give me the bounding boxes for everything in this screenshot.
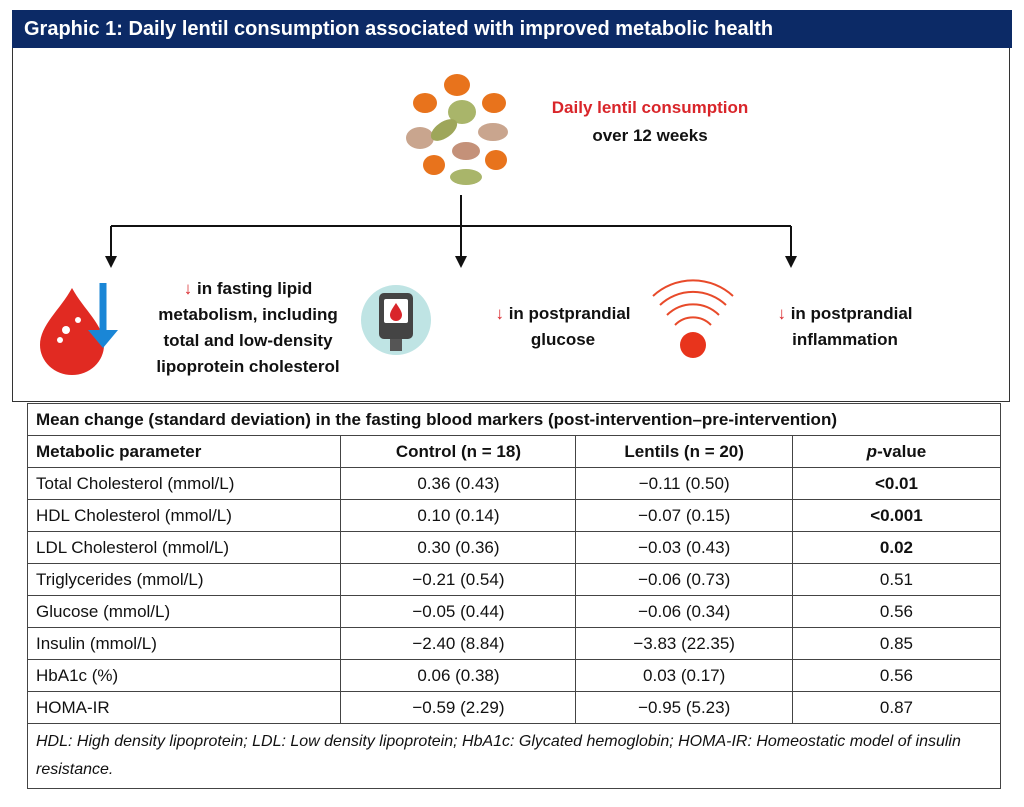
table-cell: 0.56 bbox=[791, 659, 1002, 692]
table-cell: <0.01 bbox=[791, 467, 1002, 500]
effect: ↓ in postprandial glucose bbox=[468, 301, 658, 353]
effect-text: in postprandial bbox=[508, 304, 631, 323]
effect-text: inflammation bbox=[792, 330, 898, 349]
arrowheads bbox=[105, 256, 797, 268]
effect-line: ↓ in postprandial bbox=[468, 301, 658, 327]
table-cell: HbA1c (%) bbox=[26, 659, 342, 692]
decrease-arrow: ↓ bbox=[777, 304, 786, 323]
effect: ↓ in postprandial inflammation bbox=[750, 301, 940, 353]
intervention-duration: over 12 weeks bbox=[592, 126, 708, 145]
header-row: Metabolic parameter Control (n = 18) Lenti… bbox=[26, 435, 1002, 468]
column-header: Control (n = 18) bbox=[340, 435, 577, 468]
effect-text: in fasting lipid bbox=[197, 279, 313, 298]
table-cell: 0.51 bbox=[791, 563, 1002, 596]
table-caption: Mean change (standard deviation) in the … bbox=[27, 403, 1001, 436]
column-header: Metabolic parameter bbox=[26, 435, 342, 468]
column-header: Lentils (n = 20) bbox=[575, 435, 793, 468]
table-row: Glucose (mmol/L) −0.05 (0.44) −0.06 (0.34)… bbox=[26, 595, 1002, 628]
caption-row: Mean change (standard deviation) in the … bbox=[27, 403, 1001, 436]
table-cell: −0.95 (5.23) bbox=[575, 691, 793, 724]
effect-text: total and low-density bbox=[163, 331, 333, 350]
table-cell: HOMA-IR bbox=[26, 691, 342, 724]
table-cell: Total Cholesterol (mmol/L) bbox=[26, 467, 342, 500]
table-row: Total Cholesterol (mmol/L) 0.36 (0.43) −0.… bbox=[26, 467, 1002, 500]
table-cell: −0.07 (0.15) bbox=[575, 499, 793, 532]
header-title: Graphic 1: Daily lentil consumption asso… bbox=[12, 10, 1012, 48]
table-row: Insulin (mmol/L) −2.40 (8.84) −3.83 (22.35… bbox=[26, 627, 1002, 660]
effect-text: in postprandial bbox=[790, 304, 913, 323]
table-cell: 0.85 bbox=[791, 627, 1002, 660]
header-italic: p bbox=[866, 441, 878, 461]
effect-text: lipoprotein cholesterol bbox=[156, 357, 340, 376]
table-cell: −0.05 (0.44) bbox=[340, 595, 577, 628]
effect: ↓ in fasting lipid metabolism, including t… bbox=[128, 276, 368, 380]
table-cell: 0.36 (0.43) bbox=[340, 467, 577, 500]
table-cell: HDL Cholesterol (mmol/L) bbox=[26, 499, 342, 532]
effect-line: metabolism, including bbox=[128, 302, 368, 328]
table-row: HbA1c (%) 0.06 (0.38) 0.03 (0.17) 0.56 bbox=[26, 659, 1002, 692]
decrease-arrow: ↓ bbox=[183, 279, 193, 298]
results-table: Mean change (standard deviation) in the … bbox=[26, 403, 1002, 789]
blood-icon bbox=[40, 283, 118, 375]
effect-line: ↓ in fasting lipid bbox=[128, 276, 368, 302]
table-cell: −0.06 (0.73) bbox=[575, 563, 793, 596]
table-row: LDL Cholesterol (mmol/L) 0.30 (0.36) −0.03… bbox=[26, 531, 1002, 564]
effect-text: glucose bbox=[530, 330, 596, 349]
table-cell: 0.56 bbox=[791, 595, 1002, 628]
column-header: p-value bbox=[791, 435, 1002, 468]
table-cell: 0.02 bbox=[791, 531, 1002, 564]
table-row: HDL Cholesterol (mmol/L) 0.10 (0.14) −0.07… bbox=[26, 499, 1002, 532]
table-cell: Glucose (mmol/L) bbox=[26, 595, 342, 628]
effect-line: glucose bbox=[468, 327, 658, 353]
table-footnote: HDL: High density lipoprotein; LDL: Low … bbox=[27, 723, 1001, 789]
decrease-arrow: ↓ bbox=[495, 304, 504, 323]
table-cell: 0.30 (0.36) bbox=[340, 531, 577, 564]
table-cell: −0.11 (0.50) bbox=[575, 467, 793, 500]
glucose-icon bbox=[361, 285, 431, 355]
table-cell: 0.03 (0.17) bbox=[575, 659, 793, 692]
table-row: Triglycerides (mmol/L) −0.21 (0.54) −0.06 … bbox=[26, 563, 1002, 596]
table-cell: Insulin (mmol/L) bbox=[26, 627, 342, 660]
table-cell: 0.87 bbox=[791, 691, 1002, 724]
table-row: HOMA-IR −0.59 (2.29) −0.95 (5.23) 0.87 bbox=[26, 691, 1002, 724]
inflammation-icon bbox=[652, 279, 734, 358]
table-cell: −2.40 (8.84) bbox=[340, 627, 577, 660]
table-cell: 0.06 (0.38) bbox=[340, 659, 577, 692]
effect-line: inflammation bbox=[750, 327, 940, 353]
table-cell: −3.83 (22.35) bbox=[575, 627, 793, 660]
table-cell: LDL Cholesterol (mmol/L) bbox=[26, 531, 342, 564]
table-cell: −0.21 (0.54) bbox=[340, 563, 577, 596]
table-cell: −0.59 (2.29) bbox=[340, 691, 577, 724]
table-cell: Triglycerides (mmol/L) bbox=[26, 563, 342, 596]
effect-line: total and low-density bbox=[128, 328, 368, 354]
effect-line: lipoprotein cholesterol bbox=[128, 354, 368, 380]
table-cell: −0.03 (0.43) bbox=[575, 531, 793, 564]
table-cell: <0.001 bbox=[791, 499, 1002, 532]
intervention-label: Daily lentil consumption bbox=[551, 98, 749, 117]
effect-line: ↓ in postprandial bbox=[750, 301, 940, 327]
lentils-icon bbox=[406, 74, 508, 185]
footnote-row: HDL: High density lipoprotein; LDL: Low … bbox=[27, 723, 1001, 789]
header-text: -value bbox=[877, 441, 927, 461]
effect-text: metabolism, including bbox=[158, 305, 338, 324]
connectors bbox=[110, 195, 792, 258]
table-cell: −0.06 (0.34) bbox=[575, 595, 793, 628]
table-cell: 0.10 (0.14) bbox=[340, 499, 577, 532]
